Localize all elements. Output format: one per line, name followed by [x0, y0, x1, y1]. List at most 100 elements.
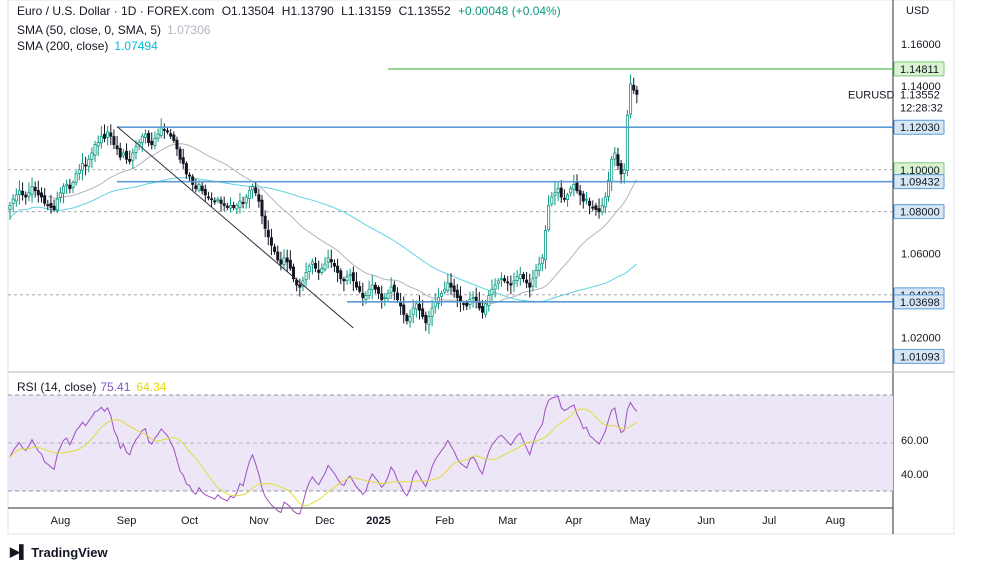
sma50-legend[interactable]: SMA (50, close, 0, SMA, 5) 1.07306 [17, 23, 210, 37]
candle-body [417, 303, 421, 311]
price-label-box [893, 294, 945, 310]
candle-body [257, 194, 261, 202]
candle-body [194, 185, 198, 190]
candles[interactable] [8, 74, 639, 334]
time-axis-ticks: Aug Sep Oct Nov Dec 2025 Feb Mar Apr May Jun Jul Aug [51, 515, 845, 527]
candle [266, 220, 270, 246]
candle [263, 210, 267, 238]
candle [175, 136, 179, 156]
currency-label[interactable]: USD [906, 5, 930, 17]
price-label: 1.14811 [893, 61, 945, 77]
rsi-legend[interactable]: RSI (14, close) 75.41 64.34 [17, 380, 166, 394]
candle-body [143, 133, 147, 138]
candle-body [367, 288, 371, 296]
candle [629, 74, 633, 119]
horizontal-levels[interactable] [117, 68, 893, 303]
candle-body [490, 288, 494, 296]
price-label: 1.08000 [893, 204, 945, 220]
tradingview-logo[interactable]: ▶▌ TradingView [10, 544, 108, 560]
brand-name: TradingView [31, 544, 108, 560]
candle [43, 188, 47, 207]
candle-body [373, 284, 377, 290]
candle [336, 258, 340, 283]
candle-body [616, 154, 620, 166]
candle-body [320, 267, 324, 273]
price-label-box [893, 348, 945, 364]
candle [607, 171, 611, 202]
candle [559, 180, 563, 203]
candle-body [93, 144, 97, 156]
candle [544, 225, 548, 269]
candle [46, 199, 50, 211]
candle [383, 292, 387, 307]
candle-body [225, 205, 229, 208]
candle [443, 281, 447, 295]
candle [408, 309, 412, 328]
candle [96, 135, 100, 156]
trendline-path [116, 126, 354, 329]
candle [40, 187, 44, 203]
candle [493, 278, 497, 298]
candle [588, 197, 592, 215]
candle [153, 131, 157, 150]
candle-body [247, 190, 251, 199]
candle-body [273, 246, 277, 252]
candle [222, 196, 226, 212]
candle-body [487, 295, 491, 307]
candle-body [377, 287, 381, 294]
candle [515, 270, 519, 287]
candle [562, 189, 566, 203]
candle-body [556, 188, 560, 194]
candle [33, 181, 37, 198]
current-price: 1.13552 [900, 89, 940, 101]
candle-body [613, 152, 617, 160]
candle-body [74, 173, 78, 183]
candle [273, 243, 277, 255]
price-label-text: 1.10000 [900, 165, 940, 177]
candle [622, 163, 626, 184]
candle-body [96, 142, 100, 147]
candle [503, 275, 507, 284]
candle [17, 180, 21, 205]
candle-body [509, 283, 513, 286]
candle [417, 295, 421, 320]
candle [314, 257, 318, 273]
candle-body [109, 132, 113, 137]
candle-body [27, 192, 31, 197]
candle [471, 291, 475, 308]
candle [619, 160, 623, 184]
candle-body [449, 282, 453, 288]
candle-body [165, 130, 169, 133]
candle [134, 140, 138, 160]
symbol-title[interactable]: Euro / U.S. Dollar · 1D · FOREX.com [17, 4, 215, 18]
candle-body [156, 133, 160, 139]
candle [317, 260, 321, 280]
candle [320, 263, 324, 275]
trendline[interactable] [116, 126, 354, 329]
candle [339, 268, 343, 285]
candle [591, 200, 595, 211]
sma50-line [47, 143, 638, 305]
candle-body [40, 192, 44, 198]
candle [597, 198, 601, 219]
candle-body [607, 179, 611, 197]
candle-body [317, 269, 321, 273]
price-tick: 1.14000 [901, 81, 941, 93]
candle-body [480, 305, 484, 313]
candle-body [14, 194, 18, 202]
candle-body [33, 186, 37, 192]
high-value: H1.13790 [281, 4, 334, 18]
rsi-value: 75.41 [100, 380, 131, 394]
candle [310, 258, 314, 275]
candle-body [191, 176, 195, 185]
candle [232, 201, 236, 211]
candle [99, 125, 103, 149]
candle-body [361, 292, 365, 299]
sma200-legend[interactable]: SMA (200, close) 1.07494 [17, 39, 158, 53]
candle-body [65, 184, 69, 187]
candle [285, 249, 289, 272]
candle-body [228, 204, 232, 209]
candle [625, 110, 629, 177]
candle-body [562, 197, 566, 200]
